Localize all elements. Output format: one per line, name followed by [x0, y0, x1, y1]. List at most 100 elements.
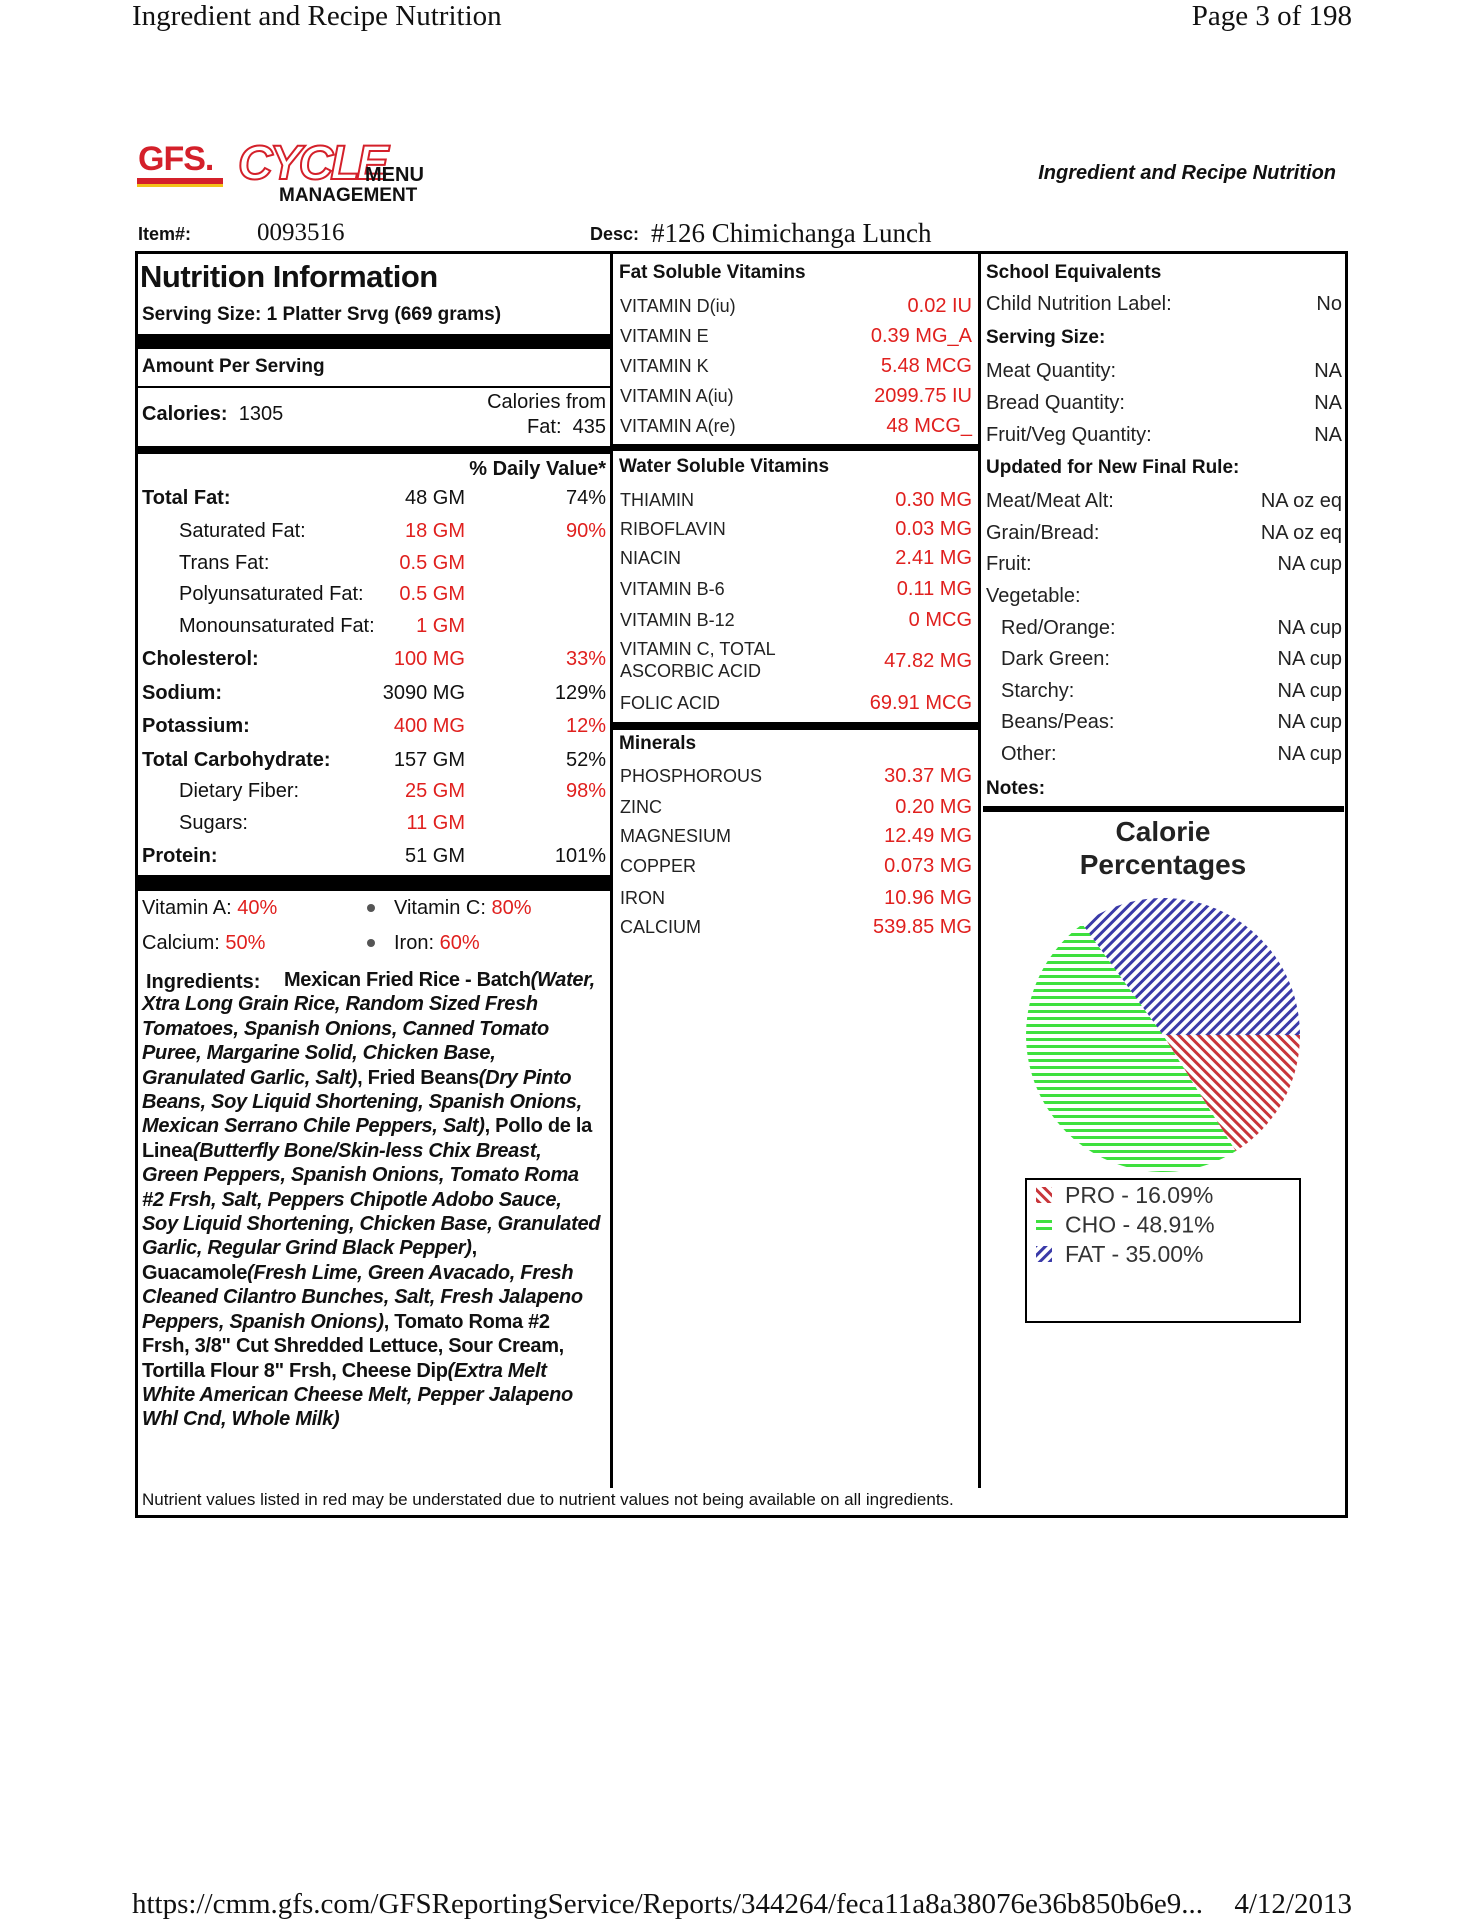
school-label: Fruit/Veg Quantity: — [986, 424, 1152, 446]
school-value: NA cup — [1277, 553, 1342, 575]
rule — [613, 444, 978, 451]
section-title: School Equivalents — [986, 262, 1162, 283]
daily-value: 90% — [565, 520, 606, 542]
logo-brand: GFS. — [138, 140, 214, 178]
rule — [613, 722, 978, 730]
legend-swatch — [1036, 1246, 1052, 1262]
vitamin-name: VITAMIN B-12 — [620, 610, 735, 630]
rule — [983, 806, 1344, 812]
fat-calories-label: Calories from Fat: — [487, 391, 606, 438]
vitamin-amount: 2.41 MG — [895, 547, 972, 569]
school-value: NA oz eq — [1260, 522, 1342, 544]
school-label: Grain/Bread: — [986, 522, 1100, 544]
school-label: Bread Quantity: — [986, 392, 1125, 414]
vitamin-name: CALCIUM — [620, 917, 702, 937]
footnote: Nutrient values listed in red may be und… — [142, 1490, 954, 1509]
vitamin-label: Calcium: — [142, 932, 220, 954]
school-label: Red/Orange: — [1001, 617, 1116, 639]
vitamin-name: RIBOFLAVIN — [620, 519, 726, 539]
vitamin-name: VITAMIN C, TOTAL ASCORBIC ACID — [620, 639, 776, 681]
vitamin-item: Vitamin C: 80% — [394, 896, 531, 920]
ingredient: (Extra Melt White American Cheese Melt, … — [142, 1359, 573, 1431]
nutrient-amount: 48 GM — [404, 487, 465, 509]
nutrient-amount: 100 MG — [393, 648, 465, 670]
legend-box — [1025, 1178, 1301, 1323]
vitamin-item: Calcium: 50% — [142, 931, 265, 955]
bullet — [367, 939, 375, 947]
nutrient-amount: 400 MG — [393, 715, 465, 737]
ingredient: (Fresh Lime, Green Avacado, Fresh Cleane… — [142, 1261, 583, 1333]
nutrient-label: Total Fat: — [142, 487, 231, 509]
vitamin-name: MAGNESIUM — [620, 826, 732, 846]
bullet — [367, 904, 375, 912]
logo-bar — [137, 184, 223, 187]
logo-bar — [137, 178, 223, 184]
vitamin-value: 50% — [225, 932, 266, 954]
daily-value: 33% — [565, 648, 606, 670]
nutrient-amount: 0.5 GM — [399, 552, 465, 574]
ingredient: (Dry Pinto Beans, Soy Liquid Shortening,… — [142, 1066, 582, 1138]
ingredients: Mexican Fried Rice - Batch(Water, Xtra L… — [142, 968, 602, 1432]
pie-slice — [1082, 898, 1300, 1035]
label-box — [135, 251, 1348, 1518]
school-label: Updated for New Final Rule: — [986, 457, 1240, 478]
school-label: Vegetable: — [986, 585, 1081, 607]
legend-label: CHO - 48.91% — [1065, 1212, 1215, 1238]
fat-calories-value: 435 — [572, 416, 606, 438]
school-label: Dark Green: — [1001, 648, 1110, 670]
vitamin-name: VITAMIN K — [620, 356, 709, 376]
ingredient: , Fried Beans — [357, 1066, 479, 1089]
vitamin-name: VITAMIN D(iu) — [620, 296, 736, 316]
ingredient: , Guacamole — [142, 1237, 477, 1284]
school-label: Starchy: — [1001, 680, 1075, 702]
legend-swatch — [1036, 1216, 1052, 1233]
nutrient-label: Cholesterol: — [142, 648, 259, 670]
nutrient-label: Dietary Fiber: — [179, 780, 300, 802]
vitamin-amount: 0.30 MG — [895, 489, 972, 511]
pie-slice — [1163, 1035, 1300, 1152]
vitamin-amount: 12.49 MG — [884, 825, 972, 847]
footer-url: https://cmm.gfs.com/GFSReportingService/… — [132, 1888, 1203, 1920]
school-value: NA cup — [1277, 743, 1342, 765]
serving-size: Serving Size: 1 Platter Srvg (669 grams) — [142, 304, 502, 325]
school-value: NA cup — [1277, 648, 1342, 670]
school-label: Serving Size: — [986, 327, 1106, 348]
school-label: Meat/Meat Alt: — [986, 490, 1114, 512]
nutrient-amount: 11 GM — [406, 812, 465, 834]
legend-label: FAT - 35.00% — [1065, 1241, 1204, 1267]
vitamin-name: ZINC — [620, 797, 662, 817]
amount-per-serving: Amount Per Serving — [142, 356, 325, 377]
vitamin-amount: 0.11 MG — [896, 578, 972, 600]
nutrient-amount: 18 GM — [404, 520, 465, 542]
vitamin-amount: 30.37 MG — [884, 765, 972, 787]
vitamin-item: Iron: 60% — [394, 931, 480, 955]
daily-value: 12% — [565, 715, 606, 737]
vitamin-name: VITAMIN A(re) — [620, 416, 736, 436]
ingredient: , Pollo de la Linea — [142, 1115, 592, 1162]
daily-value: 52% — [565, 749, 606, 771]
school-label: Notes: — [986, 778, 1046, 799]
vitamin-amount: 0.03 MG — [895, 518, 972, 540]
nutrient-label: Total Carbohydrate: — [142, 749, 331, 771]
report-title: Ingredient and Recipe Nutrition — [1038, 162, 1336, 184]
school-value: NA cup — [1277, 711, 1342, 733]
school-label: Fruit: — [986, 553, 1032, 575]
nutrient-amount: 51 GM — [404, 845, 465, 867]
ingredient: (Butterfly Bone/Skin-less Chix Breast, G… — [142, 1139, 601, 1260]
legend-swatch — [1036, 1187, 1052, 1203]
vitamin-name: VITAMIN E — [620, 326, 709, 346]
vitamin-name: VITAMIN A(iu) — [620, 386, 734, 406]
vitamin-label: Vitamin C: — [394, 897, 486, 919]
school-label: Child Nutrition Label: — [986, 293, 1172, 315]
ingredient: (Water, Xtra Long Grain Rice, Random Siz… — [142, 969, 595, 1089]
nutrient-label: Trans Fat: — [179, 552, 270, 574]
dv-header: % Daily Value* — [469, 458, 606, 480]
vitamin-label: Iron: — [394, 932, 435, 954]
nutrient-label: Saturated Fat: — [179, 520, 306, 542]
nutrient-label: Monounsaturated Fat: — [179, 615, 375, 637]
school-value: NA — [1314, 424, 1342, 446]
vitamin-value: 60% — [439, 932, 480, 954]
logo-product: CYCLE — [237, 137, 390, 191]
